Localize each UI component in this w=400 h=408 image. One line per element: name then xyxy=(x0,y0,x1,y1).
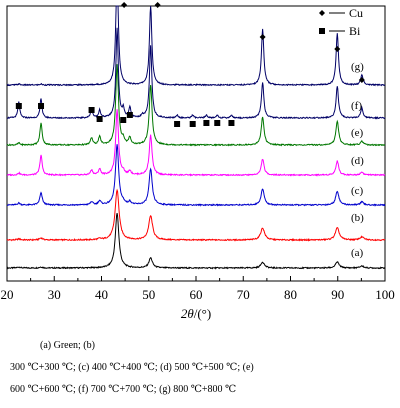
series-line-f xyxy=(6,27,386,120)
bi-peak-marker xyxy=(203,120,210,126)
series-line-a xyxy=(6,212,386,270)
legend-label: Bi xyxy=(349,24,361,38)
markers-group xyxy=(15,2,365,127)
series-line-e xyxy=(6,64,386,147)
x-tick-label: 30 xyxy=(48,287,61,302)
x-axis-unit: /(°) xyxy=(194,306,211,321)
x-tick-label: 40 xyxy=(95,287,108,302)
caption-line-1: (a) Green; (b) xyxy=(40,340,95,351)
cu-peak-marker xyxy=(358,77,365,83)
legend: Cu Bi xyxy=(319,6,363,38)
x-axis-symbol: 2θ xyxy=(181,306,195,321)
cu-peak-marker xyxy=(154,2,161,8)
curve-label: (c) xyxy=(351,185,364,197)
x-tick-label: 20 xyxy=(1,287,14,302)
legend-cu-marker xyxy=(319,10,325,16)
bi-peak-marker xyxy=(189,121,196,127)
bi-peak-marker xyxy=(88,107,95,113)
x-tick-label: 90 xyxy=(331,287,344,302)
x-axis-title: 2θ/(°) xyxy=(181,306,211,321)
x-tick-label: 70 xyxy=(237,287,250,302)
bi-peak-marker xyxy=(96,116,103,122)
legend-bi-marker xyxy=(319,28,325,34)
caption-line-2: 300 ℃+300 ℃; (c) 400 ℃+400 ℃; (d) 500 ℃+… xyxy=(10,362,254,373)
x-tick-label: 50 xyxy=(142,287,155,302)
bi-peak-marker xyxy=(38,103,45,109)
series-line-g xyxy=(6,5,386,87)
cu-peak-marker xyxy=(121,2,128,8)
bi-peak-marker xyxy=(120,117,127,123)
curve-label: (d) xyxy=(351,155,364,167)
caption-line-3: 600 ℃+600 ℃; (f) 700 ℃+700 ℃; (g) 800 ℃+… xyxy=(10,384,237,395)
x-tick-label: 100 xyxy=(375,287,395,302)
curve-label: (e) xyxy=(351,127,364,139)
curve-label: (a) xyxy=(351,247,364,259)
curves-group xyxy=(6,5,386,270)
x-axis-ticks: 20 30 40 50 60 70 80 90 100 xyxy=(1,276,395,302)
cu-peak-marker xyxy=(259,34,266,40)
curve-label: (b) xyxy=(351,212,364,224)
bi-peak-marker xyxy=(174,121,181,127)
legend-label: Cu xyxy=(349,6,363,20)
cu-peak-marker xyxy=(334,46,341,52)
bi-peak-marker xyxy=(228,120,235,126)
xrd-chart: (a) (b) (c) (d) (e) (f) (g) 20 30 40 50 60 70 80 90 10… xyxy=(1,2,395,321)
series-line-c xyxy=(6,144,386,207)
bi-peak-marker xyxy=(15,103,22,109)
x-tick-label: 60 xyxy=(190,287,203,302)
bi-peak-marker xyxy=(126,112,133,118)
series-line-d xyxy=(6,109,386,177)
series-line-b xyxy=(6,188,386,242)
curve-labels-group: (a) (b) (c) (d) (e) (f) (g) xyxy=(351,61,364,259)
curve-label: (g) xyxy=(351,61,364,73)
curve-label: (f) xyxy=(351,100,362,112)
bi-peak-marker xyxy=(214,120,221,126)
x-tick-label: 80 xyxy=(284,287,297,302)
